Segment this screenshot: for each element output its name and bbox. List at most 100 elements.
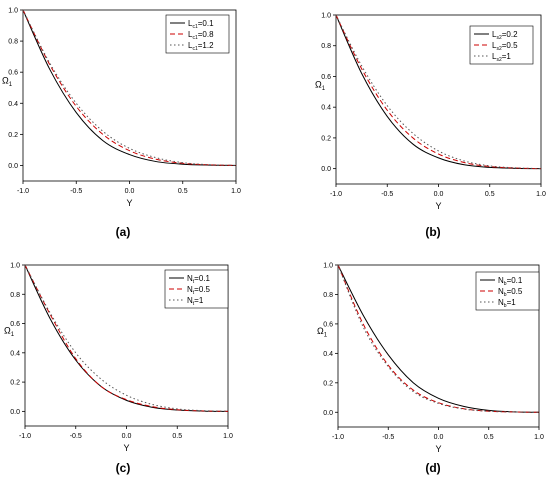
x-tick-label: 1.0 <box>223 433 233 440</box>
x-tick-label: 0.0 <box>122 433 132 440</box>
legend-box <box>469 25 534 65</box>
x-tick-label: -0.5 <box>70 433 82 440</box>
y-axis-label-base: Ω <box>2 76 9 86</box>
y-axis-label: Ω1 <box>2 76 13 89</box>
legend-label-base: N <box>498 298 504 307</box>
y-tick-label: 0.6 <box>321 74 331 81</box>
series-line-3 <box>24 264 229 412</box>
x-tick-label: 0.5 <box>172 433 182 440</box>
y-tick-label: 1.0 <box>323 263 333 270</box>
x-tick-label: -0.5 <box>382 434 394 441</box>
x-tick-label: 1.0 <box>231 188 241 195</box>
y-axis-label-sub: 1 <box>9 82 13 88</box>
panel-caption: (a) <box>116 225 131 239</box>
legend-label-value: =0.1 <box>194 274 210 283</box>
panel-caption: (d) <box>425 461 440 475</box>
series-line-1 <box>337 264 540 413</box>
y-tick-label: 0.4 <box>323 351 333 358</box>
legend-label-base: L <box>492 41 497 50</box>
y-tick-label: 0.8 <box>8 39 18 46</box>
panel-caption: (c) <box>116 461 131 475</box>
chart-panel-a: -1.0 -0.5 0.0 0.5 1.0 0.0 0.2 0.4 0.6 0.8 1.0 Y Ω1 Lc… <box>2 8 241 240</box>
x-tick-label: 0.5 <box>485 191 495 198</box>
y-tick-label: 0.2 <box>323 380 333 387</box>
y-tick-label: 0.4 <box>8 101 18 108</box>
legend-label-value: =1 <box>194 296 204 305</box>
legend-label-sub: b <box>504 281 507 287</box>
legend-label-value: =0.1 <box>507 276 523 285</box>
legend-label: Ls2=0.5 <box>492 41 518 52</box>
x-tick-label: 0.5 <box>178 188 188 195</box>
y-axis-label-sub: 1 <box>11 332 15 338</box>
x-tick-label: 0.0 <box>434 191 444 198</box>
series-line-2 <box>335 14 542 170</box>
legend-label-sub: b <box>504 292 507 298</box>
legend-label-sub: t <box>193 301 195 307</box>
x-tick-label: -1.0 <box>330 191 342 198</box>
y-tick-label: 0.8 <box>10 292 20 299</box>
legend: Nb=0.1Nb=0.5Nb=1 <box>475 271 540 311</box>
series-line-2 <box>22 9 237 166</box>
y-axis-label-base: Ω <box>315 80 322 90</box>
x-tick-label: -1.0 <box>332 434 344 441</box>
y-axis-label: Ω1 <box>315 80 326 93</box>
x-axis-label: Y <box>126 198 132 208</box>
legend-label-value: =0.1 <box>198 19 214 28</box>
legend-label-base: N <box>187 274 193 283</box>
y-tick-label: 0.6 <box>8 70 18 77</box>
legend-label-base: N <box>187 285 193 294</box>
legend-label-sub: c1 <box>192 35 198 41</box>
series-line-3 <box>337 264 540 413</box>
legend-label-value: =0.5 <box>507 287 523 296</box>
x-tick-label: 0.0 <box>434 434 444 441</box>
y-tick-label: 0.8 <box>323 292 333 299</box>
series-line-2 <box>337 264 540 413</box>
chart-panel-d: -1.0 -0.5 0.0 0.5 1.0 0.0 0.2 0.4 0.6 0.8 1.0 Y Ω1 Nb… <box>317 263 544 476</box>
series-line-1 <box>22 9 237 166</box>
legend-label-base: N <box>187 296 193 305</box>
legend-label: Ls2=1 <box>492 52 511 63</box>
y-axis-label-sub: 1 <box>322 86 326 92</box>
legend-box <box>475 271 540 311</box>
legend-label-sub: c1 <box>192 24 198 30</box>
legend-label: Nt=0.1 <box>187 274 211 285</box>
x-tick-label: 1.0 <box>536 191 546 198</box>
legend-label: Nb=0.5 <box>498 287 523 298</box>
y-axis-label: Ω1 <box>4 326 15 339</box>
chart-panel-b: -1.0 -0.5 0.0 0.5 1.0 0.0 0.2 0.4 0.6 0.8 1.0 Y Ω1 Ls… <box>315 13 546 240</box>
x-axis-label: Y <box>123 443 129 453</box>
legend-label: Lc1=0.1 <box>188 19 214 30</box>
legend-label-sub: b <box>504 303 507 309</box>
y-tick-label: 1.0 <box>321 13 331 20</box>
legend-label-value: =0.2 <box>502 30 518 39</box>
y-tick-label: 1.0 <box>10 263 20 270</box>
legend-label: Lc1=1.2 <box>188 41 214 52</box>
legend-label-base: L <box>492 52 497 61</box>
x-tick-label: -1.0 <box>17 188 29 195</box>
legend-label-sub: t <box>193 290 195 296</box>
x-tick-label: 1.0 <box>534 434 544 441</box>
legend-label-sub: s2 <box>496 46 502 52</box>
y-tick-label: 0.0 <box>323 410 333 417</box>
x-axis-label: Y <box>435 444 441 454</box>
y-tick-label: 0.8 <box>321 43 331 50</box>
y-axis-label-sub: 1 <box>324 333 328 339</box>
legend-label-base: L <box>492 30 497 39</box>
legend-label-sub: c1 <box>192 46 198 52</box>
y-axis-label-base: Ω <box>317 326 324 336</box>
legend-label: Nt=0.5 <box>187 285 211 296</box>
legend-label-value: =0.8 <box>198 30 214 39</box>
series-line-2 <box>24 264 229 412</box>
legend-label: Nb=1 <box>498 298 516 309</box>
legend-label-value: =0.5 <box>194 285 210 294</box>
y-tick-label: 0.0 <box>8 163 18 170</box>
y-tick-label: 0.6 <box>10 321 20 328</box>
legend-label: Lc1=0.8 <box>188 30 214 41</box>
legend-label-value: =1 <box>507 298 517 307</box>
y-tick-label: 0.0 <box>321 166 331 173</box>
legend-label-value: =0.5 <box>502 41 518 50</box>
legend: Nt=0.1Nt=0.5Nt=1 <box>164 269 229 309</box>
x-tick-label: -0.5 <box>381 191 393 198</box>
